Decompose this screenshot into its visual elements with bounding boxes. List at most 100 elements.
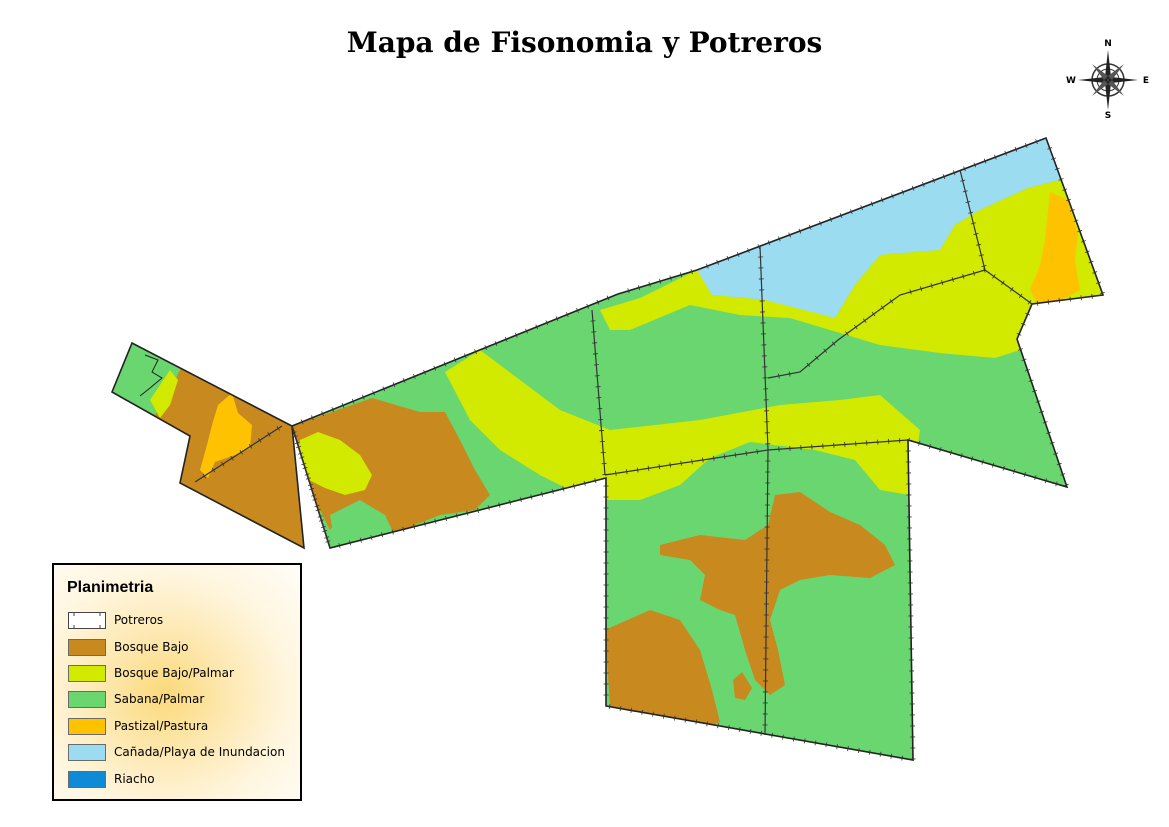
fence-tick [706,263,709,269]
fence-tick [370,534,373,541]
bosque-palmar-center [445,350,920,500]
fence-tick [423,521,426,527]
fence-tick [413,373,416,379]
fence-tick [509,499,512,505]
fence-tick [320,525,326,529]
fence-tick [880,305,885,310]
fence-tick [230,455,234,461]
fence-tick [302,466,308,470]
sabana-palmar-swatch [68,691,106,708]
fence-tick [292,435,298,438]
fence-tick [1028,379,1034,382]
fence-tick [673,715,676,721]
fence-tick [299,456,305,459]
fence-tick [960,179,966,182]
fence-tick [381,532,384,538]
fence-tick [1099,291,1105,295]
fence-tick [717,723,719,729]
fence-tick [1058,178,1064,181]
fence-tick [970,456,974,462]
fence-tick [814,355,819,360]
fence-tick [1051,157,1056,160]
fence-tick [211,467,216,473]
fence-tick [519,497,522,503]
fence-ticks [202,139,1105,761]
fence-tick [298,452,304,455]
legend-label: Potreros [114,613,164,627]
fence-tick [889,298,894,304]
fence-tick [836,744,838,750]
fence-tick [845,331,849,336]
fence-tick [267,432,271,437]
fence-tick [625,469,628,475]
fence-tick [331,407,335,412]
fence-tick [870,201,874,207]
fence-tick [992,462,995,468]
fence-tick [652,711,654,717]
fence-tick [814,740,817,746]
fence-tick [962,190,968,193]
fence-tick [630,707,633,713]
fence-tick [309,487,315,491]
legend-label: Cañada/Playa de Inundacion [114,745,285,759]
fence-tick [608,704,611,710]
fence-tick [627,288,630,294]
fence-tick [1069,209,1075,212]
fence-tick [1021,358,1027,362]
fence-tick [901,755,903,761]
fence-tick [712,455,715,461]
fence-tick [615,470,617,476]
fence-tick [315,508,321,512]
fence-tick [423,369,426,375]
fence-tick [291,431,297,434]
fence-tick [734,452,737,458]
fence-tick [535,324,539,330]
bosque-bajo-center [660,492,895,695]
fence-tick [1091,293,1093,299]
fence-tick [778,236,781,242]
fence-tick [723,454,726,460]
fence-tick [983,267,986,273]
fence-tick [981,459,984,465]
fence-tick [868,749,871,755]
fence-tick [351,398,355,404]
fence-tick [321,411,324,417]
fence-tick [972,270,975,276]
fence-tick [973,233,979,236]
fence-tick [1054,167,1060,171]
fence-tick [1036,300,1039,306]
fence-tick [960,453,963,459]
fence-tick [880,197,884,203]
fence-tick [716,259,719,265]
map-legend: Planimetria Potreros Bosque Bajo Bosque … [52,563,302,801]
fence-tick [477,507,480,513]
fence-tick [839,213,843,218]
fence-tick [825,742,828,748]
legend-title: Planimetria [67,579,154,596]
fence-tick [1062,188,1068,191]
fence-tick [806,362,811,368]
west-fence [194,425,283,483]
fence-tick [909,289,912,295]
fence-tick [976,243,982,246]
bosque-palmar-west [150,370,178,418]
fence-tick [793,736,795,742]
fence-tick [1069,296,1071,302]
fence-tick [545,320,549,326]
bosque-palmar-swatch [68,665,106,682]
fence-tick [565,312,569,318]
fence-tick [636,467,639,473]
fence-tick [1081,240,1087,243]
pastizal-east [1030,192,1080,308]
fence-tick [777,373,780,379]
fence-tick [305,477,311,480]
fence-tick [586,303,589,309]
fence-tick [239,449,243,455]
fence-tick [1018,348,1024,351]
fence-tick [1063,483,1069,487]
fence-tick [445,516,448,522]
legend-label: Bosque Bajo [114,640,189,654]
main-potrero [292,138,1103,760]
fence-tick [658,278,662,284]
fence-tick [788,232,791,238]
